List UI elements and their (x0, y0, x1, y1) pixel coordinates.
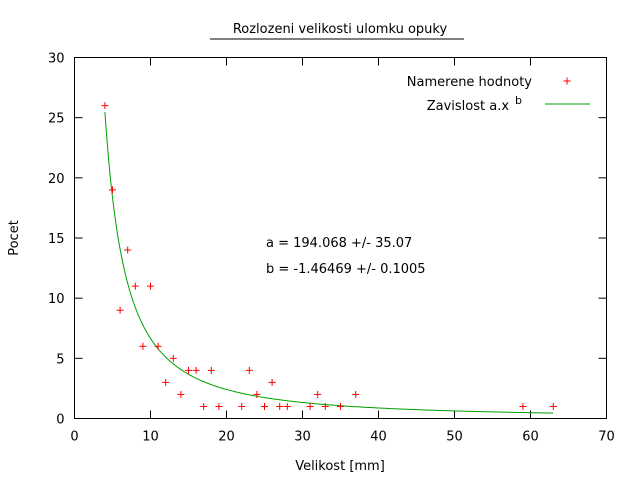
data-point (147, 282, 154, 290)
data-point (200, 402, 208, 410)
x-tick-label: 20 (218, 430, 235, 445)
chart-title: Rozlozeni velikosti ulomku opuky (233, 22, 448, 37)
legend-entry-points-label: Namerene hodnoty (407, 75, 533, 90)
y-tick-label: 15 (48, 232, 65, 247)
data-point (139, 342, 147, 350)
x-tick-label: 70 (598, 430, 615, 445)
x-axis: 0 10 20 30 40 50 60 70 (70, 57, 615, 445)
data-point (169, 354, 177, 362)
annotation-a: a = 194.068 +/- 35.07 (266, 236, 412, 251)
x-tick-label: 10 (142, 430, 159, 445)
x-axis-label: Velikost [mm] (295, 459, 385, 474)
data-point (124, 246, 132, 254)
data-point (177, 390, 185, 398)
data-point (337, 402, 344, 410)
y-tick-label: 10 (48, 292, 65, 307)
data-point (192, 366, 200, 374)
data-point (352, 390, 360, 398)
legend-fit-superscript: b (515, 94, 522, 107)
data-point (549, 402, 557, 410)
data-point (154, 342, 162, 350)
data-point (519, 402, 527, 410)
x-tick-label: 30 (294, 430, 311, 445)
data-point (101, 102, 109, 110)
legend-entry-fit-label: Zavislost a.x b (427, 94, 522, 114)
data-point (162, 378, 170, 386)
data-point (261, 402, 268, 410)
data-point (207, 366, 215, 374)
legend-plus-marker (563, 77, 571, 85)
data-point (283, 402, 291, 410)
y-tick-label: 5 (56, 352, 64, 367)
x-tick-label: 50 (446, 430, 463, 445)
y-tick-label: 20 (48, 172, 65, 187)
y-tick-label: 25 (48, 112, 65, 127)
x-tick-label: 40 (370, 430, 387, 445)
data-point (131, 282, 139, 290)
y-axis: 0 5 10 15 20 25 30 (48, 52, 607, 428)
annotation-b: b = -1.46469 +/- 0.1005 (266, 262, 426, 277)
data-point (253, 390, 261, 398)
data-point (306, 402, 314, 410)
data-point (321, 402, 329, 410)
data-point (238, 402, 246, 410)
x-tick-label: 60 (522, 430, 539, 445)
legend-entry-points-marker (563, 77, 571, 85)
data-point (215, 402, 223, 410)
y-tick-label: 30 (48, 52, 65, 67)
fit-curve (104, 111, 554, 414)
y-tick-label: 0 (56, 413, 64, 428)
y-axis-label: Pocet (7, 220, 22, 256)
data-point (109, 186, 116, 194)
x-tick-label: 0 (70, 430, 78, 445)
data-point (314, 390, 322, 398)
data-point (116, 306, 124, 314)
data-point (268, 378, 276, 386)
data-point (276, 402, 284, 410)
legend: Namerene hodnoty Zavislost a.x b (407, 75, 590, 114)
points-series (101, 102, 557, 410)
legend-fit-prefix: Zavislost a.x (427, 99, 510, 114)
data-point (185, 366, 192, 374)
fit-series (104, 111, 554, 414)
data-point (245, 366, 253, 374)
